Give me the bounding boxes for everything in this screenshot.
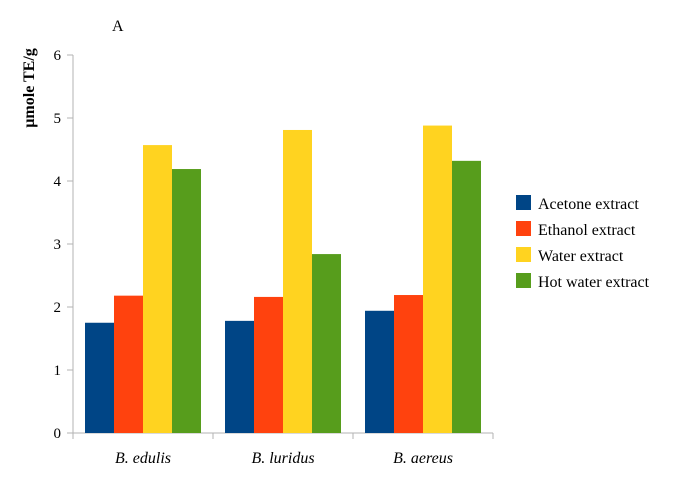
legend-swatch (516, 273, 531, 288)
y-tick-label: 1 (54, 363, 62, 379)
y-axis-title: µmole TE/g (21, 48, 38, 128)
bar (452, 160, 481, 433)
bar (394, 295, 423, 433)
x-tick-label: B. edulis (115, 450, 171, 467)
y-tick-label: 5 (54, 111, 62, 127)
bar (365, 310, 394, 433)
bar (225, 320, 254, 433)
legend-swatch (516, 247, 531, 262)
panel-label: A (112, 18, 124, 35)
bar (312, 254, 341, 433)
bar (172, 169, 201, 433)
legend-swatch (516, 221, 531, 236)
y-tick-label: 3 (54, 237, 62, 253)
legend-label: Ethanol extract (538, 222, 636, 239)
legend-label: Water extract (538, 248, 624, 265)
legend-label: Hot water extract (538, 274, 650, 291)
bar (283, 129, 312, 433)
bar (143, 145, 172, 433)
bars (85, 125, 481, 433)
bar (423, 125, 452, 433)
bar (85, 322, 114, 433)
legend-label: Acetone extract (538, 196, 639, 213)
y-tick-label: 4 (54, 174, 62, 190)
y-tick-label: 0 (54, 426, 62, 442)
bar (114, 295, 143, 433)
bar (254, 296, 283, 433)
x-tick-label: B. aereus (393, 450, 453, 467)
legend-swatch (516, 195, 531, 210)
x-tick-label: B. luridus (251, 450, 314, 467)
y-tick-label: 6 (54, 48, 62, 64)
y-tick-label: 2 (54, 300, 62, 316)
legend: Acetone extract Ethanol extract Water extr… (516, 195, 650, 291)
